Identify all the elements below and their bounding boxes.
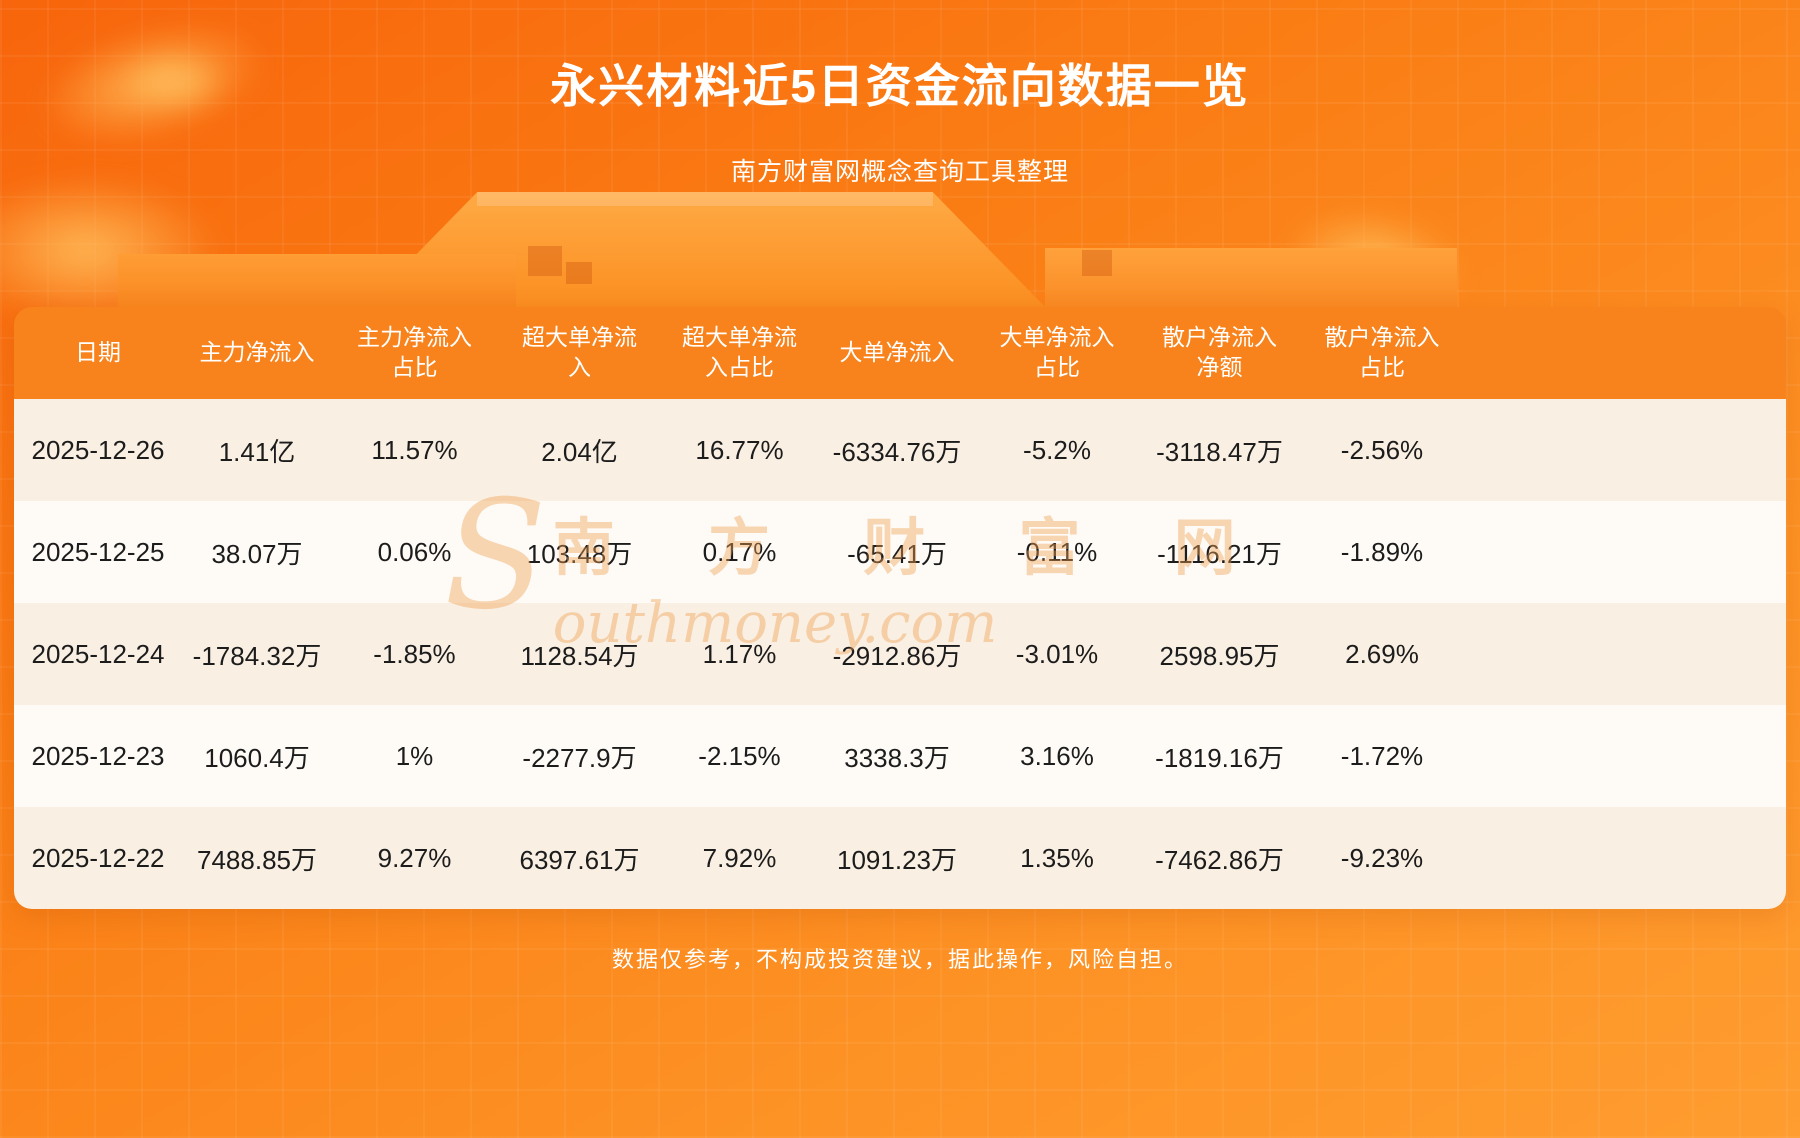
page-title: 永兴材料近5日资金流向数据一览 [550, 60, 1250, 112]
value-cell: 2.69% [1345, 638, 1419, 669]
table-header-row: 日期 主力净流入 主力净流入占比 超大单净流入 超大单净流入占比 大单净流入 大… [14, 307, 1786, 399]
value-cell: 1091.23万 [837, 844, 957, 875]
page-subtitle: 南方财富网概念查询工具整理 [730, 158, 1069, 186]
value-cell: 6397.61万 [519, 844, 640, 875]
date-cell: 2025-12-25 [31, 536, 165, 567]
value-cell: -3.01% [1015, 638, 1099, 669]
value-cell: 1.17% [702, 638, 777, 669]
value-cell: -2277.9万 [522, 742, 637, 773]
value-cell: 38.07万 [211, 538, 303, 569]
filler-cell [1462, 501, 1786, 603]
value-cell: 2598.95万 [1159, 640, 1280, 671]
fund-flow-table: 日期 主力净流入 主力净流入占比 超大单净流入 超大单净流入占比 大单净流入 大… [14, 307, 1786, 909]
value-cell: 2.04亿 [541, 436, 618, 467]
col-header-filler [1462, 307, 1786, 399]
decor-cube [528, 246, 562, 276]
value-cell: 1.41亿 [218, 436, 296, 467]
value-cell: -1.85% [373, 638, 456, 669]
value-cell: -65.41万 [847, 538, 947, 569]
value-cell: 7488.85万 [197, 844, 317, 875]
col-header-retail-inflow-ratio: 散户净流入占比 [1324, 324, 1440, 380]
value-cell: -7462.86万 [1155, 844, 1284, 875]
table-row: 2025-12-25 38.07万 0.06% 103.48万 0.17% -6… [14, 501, 1786, 603]
date-cell: 2025-12-23 [31, 740, 165, 771]
value-cell: -0.11% [1016, 536, 1098, 567]
value-cell: -1.72% [1340, 740, 1424, 771]
table-row: 2025-12-23 1060.4万 1% -2277.9万 -2.15% 33… [14, 705, 1786, 807]
date-cell: 2025-12-22 [31, 842, 165, 873]
col-header-date: 日期 [75, 339, 121, 366]
value-cell: 3.16% [1020, 740, 1094, 771]
date-cell: 2025-12-24 [31, 638, 165, 669]
col-header-large-order-inflow: 大单净流入 [839, 339, 955, 366]
col-header-main-inflow: 主力净流入 [199, 339, 315, 366]
value-cell: 11.57% [371, 434, 458, 465]
value-cell: -3118.47万 [1156, 436, 1283, 467]
value-cell: 16.77% [695, 434, 784, 465]
filler-cell [1462, 705, 1786, 807]
filler-cell [1462, 807, 1786, 909]
filler-cell [1462, 603, 1786, 705]
decor-cube [566, 262, 592, 284]
decor-podium-left [118, 254, 516, 314]
value-cell: 103.48万 [526, 538, 633, 569]
value-cell: -2.56% [1340, 434, 1424, 465]
decor-podium-right [1045, 248, 1457, 314]
col-header-xl-order-inflow-ratio: 超大单净流入占比 [682, 324, 797, 380]
table-row: 2025-12-24 -1784.32万 -1.85% 1128.54万 1.1… [14, 603, 1786, 705]
value-cell: 3338.3万 [844, 742, 950, 773]
value-cell: 0.17% [702, 536, 777, 567]
table-row: 2025-12-26 1.41亿 11.57% 2.04亿 16.77% -63… [14, 399, 1786, 501]
date-cell: 2025-12-26 [31, 434, 165, 465]
value-cell: 7.92% [702, 842, 777, 873]
value-cell: 0.06% [377, 536, 452, 567]
value-cell: 1128.54万 [520, 640, 639, 671]
value-cell: -1784.32万 [192, 640, 322, 671]
value-cell: -5.2% [1023, 434, 1091, 465]
value-cell: -1116.21万 [1157, 538, 1282, 569]
value-cell: 1.35% [1020, 842, 1094, 873]
filler-cell [1462, 399, 1786, 501]
value-cell: 1060.4万 [204, 742, 310, 773]
table-row: 2025-12-22 7488.85万 9.27% 6397.61万 7.92%… [14, 807, 1786, 909]
value-cell: -2.15% [698, 740, 781, 771]
col-header-main-inflow-ratio: 主力净流入占比 [357, 324, 472, 380]
col-header-large-order-inflow-ratio: 大单净流入占比 [999, 324, 1115, 380]
value-cell: 1% [395, 740, 434, 771]
value-cell: -6334.76万 [832, 436, 962, 467]
value-cell: -9.23% [1340, 842, 1424, 873]
disclaimer: 数据仅参考，不构成投资建议，据此操作，风险自担。 [611, 947, 1188, 972]
decor-cube [1082, 250, 1112, 276]
value-cell: -1819.16万 [1155, 742, 1284, 773]
col-header-xl-order-inflow: 超大单净流入 [522, 324, 637, 380]
value-cell: -2912.86万 [832, 640, 962, 671]
value-cell: -1.89% [1340, 536, 1424, 567]
value-cell: 9.27% [377, 842, 452, 873]
col-header-retail-inflow: 散户净流入净额 [1162, 324, 1277, 380]
